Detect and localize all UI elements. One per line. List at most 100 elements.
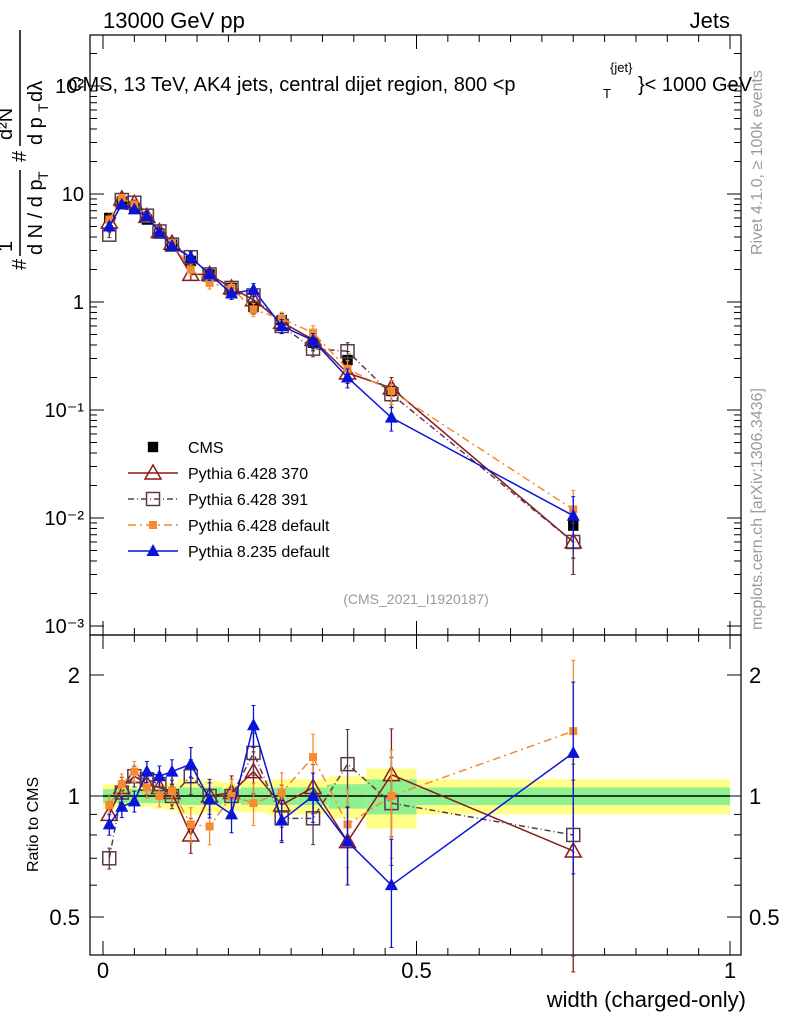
legend-label: Pythia 8.235 default [188,544,330,561]
main-pythia-8-235-default-point [165,239,179,252]
ylabel-num-2: d²N [0,108,17,140]
main-pythia-6-428-default-point [277,314,286,323]
main-pythia-6-428-default-point [387,386,396,395]
y-tick-label: 10 [62,184,84,206]
ratio-y-tick-label-left: 2 [68,663,80,688]
ratio-pythia-8-235-default-point [384,878,398,891]
main-pythia-6-428-391-point [164,237,180,252]
ylabel-hash: # [9,258,31,270]
main-pythia-8-235-default-point [306,333,320,346]
main-pythia-8-235-default-point [341,370,355,383]
ratio-pythia-6-428-default-point [277,788,286,797]
ratio-y-tick-label-right: 1 [749,784,761,809]
ratio-pythia-6-428-default-point [142,783,151,792]
ratio-pythia-8-235-default-point [127,794,141,807]
ratio-pythia-6-428-default-point [227,792,236,800]
main-pythia-6-428-391-point [139,208,155,223]
title-suffix: }< 1000 GeV [638,74,753,96]
main-ylabel: # 1 d N / d p T # d²N d p T dλ [0,30,51,270]
legend-label: Pythia 6.428 370 [188,466,308,483]
ratio-pythia-8-235-default-point [225,807,239,820]
ratio-pythia-6-428-391-point [340,756,355,772]
x-tick-label: 0 [97,958,109,983]
x-tick-label: 0.5 [401,958,432,983]
header-energy: 13000 GeV pp [103,8,245,33]
ratio-y-tick-label-right: 0.5 [749,905,780,930]
main-pythia-8-235-default-point [246,282,260,295]
legend-marker [149,521,157,529]
ratio-pythia-6-428-391-group [102,728,581,957]
ratio-pythia-6-428-default-point [309,753,318,762]
main-pythia-8-235-default-point [127,202,141,215]
legend-label: Pythia 6.428 391 [188,492,308,509]
ratio-pythia-6-428-default-point [387,792,396,800]
main-pythia-6-428-391-point [340,343,355,359]
ratio-y-tick-label-left: 0.5 [49,905,80,930]
ratio-pythia-6-428-391-point [102,851,117,866]
main-pythia-8-235-default-point [102,219,116,232]
y-tick-label: 10⁻³ [45,616,85,638]
legend-marker [147,441,159,453]
ratio-pythia-6-428-default-point [205,822,214,831]
x-tick-label: 1 [724,958,736,983]
ratio-y-tick-label-right: 2 [749,663,761,688]
rivet-label: Rivet 4.1.0, ≥ 100k events [749,70,766,255]
title-prefix: CMS, 13 TeV, AK4 jets, central dijet reg… [68,74,516,96]
legend-label: Pythia 6.428 default [188,518,330,535]
x-axis-label: width (charged-only) [546,987,746,1012]
ratio-pythia-6-428-default-point [130,767,139,776]
main-pythia-8-235-default-point [384,410,398,423]
main-pythia-6-428-391-line [108,199,574,543]
main-pythia-6-428-391-point [152,224,167,239]
ratio-axes: 0.5 0.5 1 1 2 2 0 0.5 1 [49,634,780,983]
ylabel-den-sub: T [35,171,51,180]
ratio-series [99,659,583,973]
ylabel-den-2-sub: T [35,103,51,112]
main-pythia-8-235-default-point [140,209,154,222]
ratio-frame [89,634,742,956]
ylabel-den: d N / d p [25,179,47,255]
y-tick-label: 10² [55,76,84,98]
legend-label: CMS [188,440,224,457]
ratio-pythia-8-235-default-point [275,813,289,826]
header-category: Jets [690,8,730,33]
ylabel-hash-2: # [9,150,31,162]
ratio-pythia-8-235-default-point [341,834,355,847]
title-sub: T [603,86,611,101]
main-pythia-8-235-default-point [115,197,129,210]
ratio-pythia-6-428-default-point [186,820,195,829]
legend-marker [143,463,163,480]
ratio-pythia-6-428-default-point [105,800,114,809]
main-pythia-8-235-default-point [184,250,198,263]
main-pythia-6-428-default-point [249,305,258,314]
legend-marker [145,491,161,507]
ratio-pythia-8-235-default-point [203,792,217,805]
ratio-ylabel: Ratio to CMS [25,777,42,872]
ratio-pythia-6-428-370-point [244,762,263,779]
legend-marker [146,544,160,556]
main-pythia-8-235-default-point [203,267,217,280]
main-pythia-6-428-default-point [309,328,318,337]
y-tick-label: 10⁻¹ [45,400,85,422]
ratio-pythia-8-235-default-point [102,817,116,830]
ylabel-num: 1 [0,241,17,252]
ratio-pythia-6-428-391-point [246,745,261,761]
main-pythia-6-428-default-point [205,278,214,287]
mcplots-label: mcplots.cern.ch [arXiv:1306.3436] [749,388,766,630]
ratio-pythia-8-235-default-point [140,764,154,777]
ylabel-den-2b: dλ [25,81,47,102]
ratio-pythia-8-235-default-point [115,799,129,812]
ylabel-den-2: d p [25,117,47,145]
ratio-pythia-8-235-default-point [246,718,260,731]
ratio-pythia-8-235-default-point [184,757,198,770]
ratio-pythia-6-428-default-point [155,792,164,800]
ratio-pythia-6-428-default-point [117,780,126,789]
main-pythia-8-235-default-point [152,225,166,238]
ratio-pythia-6-428-default-point [167,786,176,795]
title-sup: {jet} [610,60,633,75]
analysis-watermark: (CMS_2021_I1920187) [343,591,489,607]
main-pythia-8-235-default-point [566,508,580,521]
main-pythia-8-235-default-group [102,197,580,549]
ratio-y-tick-label-left: 1 [68,784,80,809]
